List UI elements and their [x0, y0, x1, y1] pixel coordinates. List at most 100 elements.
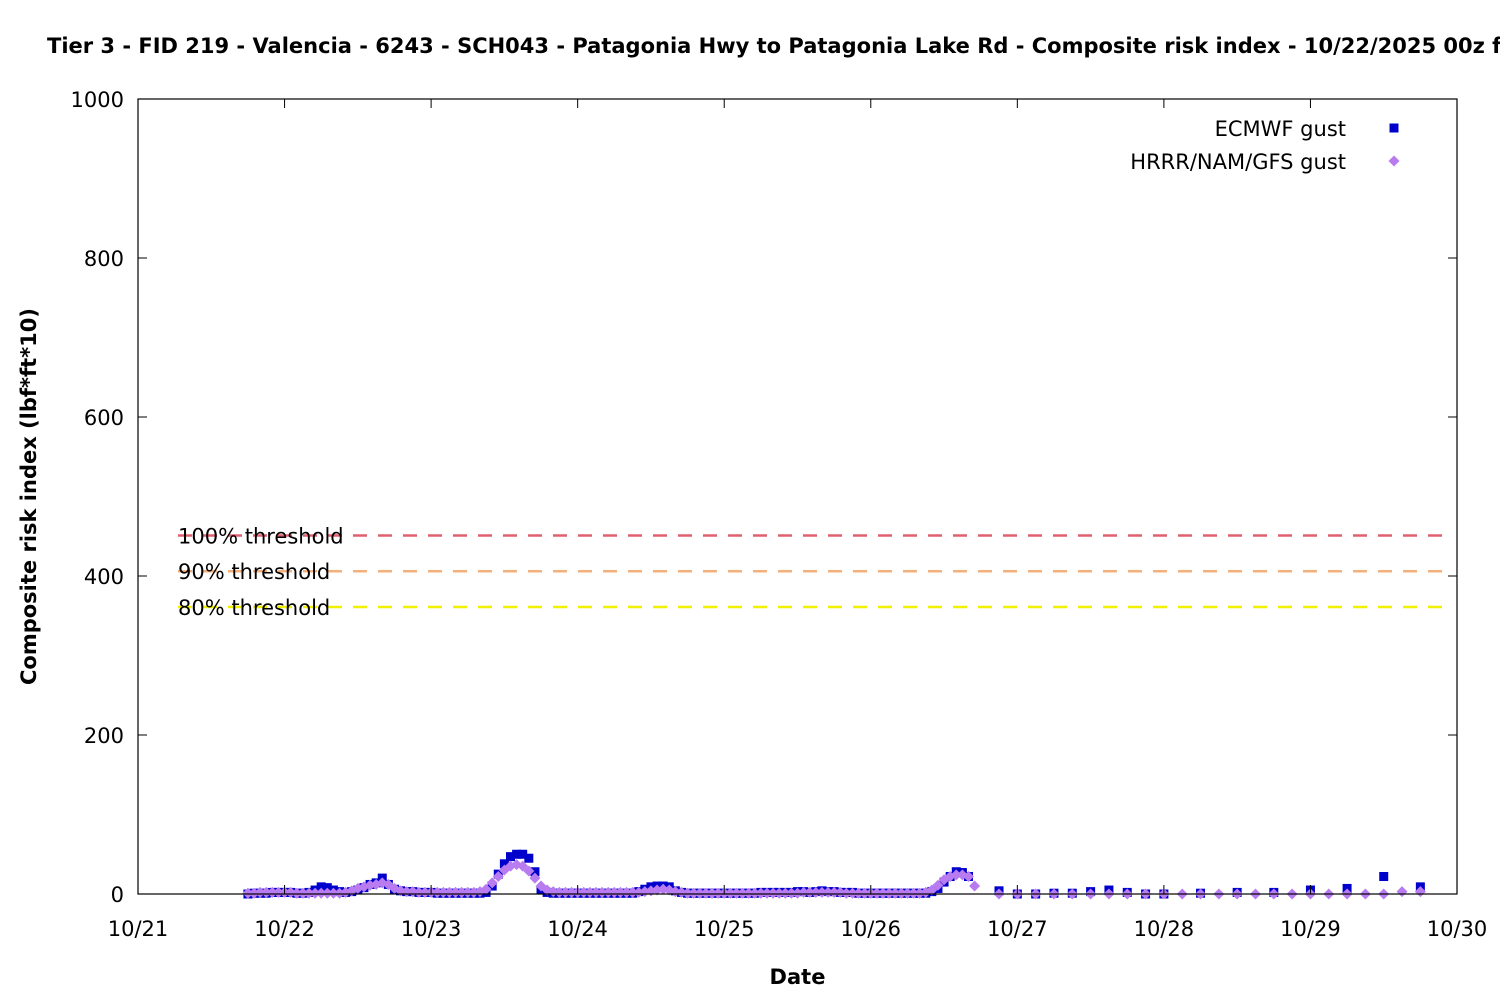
hrrr-point — [908, 887, 920, 899]
hrrr-point — [767, 887, 779, 899]
axis-ticks: 10/21 10/22 10/23 10/24 10/25 10/26 10/27 10/28… — [71, 88, 1488, 941]
hrrr-point — [883, 887, 895, 899]
ecmwf-point — [512, 849, 522, 859]
hrrr-point — [450, 886, 462, 898]
hrrr-point — [785, 887, 797, 899]
legend-marker — [1389, 123, 1399, 133]
plot-frame — [137, 98, 1458, 895]
hrrr-point — [950, 869, 962, 881]
hrrr-point — [871, 887, 883, 899]
hrrr-point — [804, 886, 816, 898]
hrrr-point — [297, 887, 309, 899]
y-axis-title: Composite risk index (lbf*ft*10) — [17, 308, 41, 685]
ecmwf-point — [524, 853, 534, 863]
x-tick-label: 10/24 — [547, 917, 608, 941]
x-tick-label: 10/28 — [1134, 917, 1195, 941]
x-tick-label: 10/21 — [108, 917, 169, 941]
hrrr-point — [327, 887, 339, 899]
hrrr-point — [303, 887, 315, 899]
hrrr-point — [895, 887, 907, 899]
hrrr-point — [578, 886, 590, 898]
hrrr-point — [321, 887, 333, 899]
threshold-label: 100% threshold — [178, 524, 344, 548]
hrrr-point — [254, 886, 266, 898]
ecmwf-point — [518, 849, 528, 859]
hrrr-point — [798, 886, 810, 898]
hrrr-point — [486, 877, 498, 889]
hrrr-point — [700, 887, 712, 899]
hrrr-point — [266, 886, 278, 898]
hrrr-point — [309, 887, 321, 899]
hrrr-point — [529, 872, 541, 884]
hrrr-point — [901, 887, 913, 899]
hrrr-point — [291, 887, 303, 899]
hrrr-point — [627, 886, 639, 898]
hrrr-point — [743, 887, 755, 899]
hrrr-point — [413, 886, 425, 898]
hrrr-point — [822, 886, 834, 898]
x-tick-label: 10/25 — [694, 917, 755, 941]
hrrr-point — [462, 886, 474, 898]
hrrr-point — [846, 887, 858, 899]
hrrr-point — [816, 886, 828, 898]
hrrr-point — [1396, 886, 1408, 898]
x-tick-label: 10/27 — [987, 917, 1048, 941]
ecmwf-point — [499, 859, 509, 869]
threshold-lines: 100% threshold 90% threshold 80% threshold — [178, 524, 1445, 620]
hrrr-point — [272, 886, 284, 898]
x-tick-label: 10/26 — [841, 917, 902, 941]
x-tick-label: 10/23 — [401, 917, 462, 941]
y-tick-label: 1000 — [71, 88, 124, 112]
hrrr-point — [443, 886, 455, 898]
hrrr-point — [242, 887, 254, 899]
hrrr-point — [730, 887, 742, 899]
hrrr-point — [456, 886, 468, 898]
y-tick-label: 800 — [84, 247, 124, 271]
hrrr-point — [566, 886, 578, 898]
data-points — [242, 849, 1426, 900]
hrrr-point — [706, 887, 718, 899]
hrrr-point — [853, 887, 865, 899]
x-axis-title: Date — [770, 965, 826, 989]
ecmwf-point — [316, 882, 326, 892]
hrrr-point — [596, 886, 608, 898]
hrrr-point — [773, 887, 785, 899]
x-tick-label: 10/29 — [1280, 917, 1341, 941]
x-tick-label: 10/30 — [1427, 917, 1488, 941]
hrrr-point — [877, 887, 889, 899]
hrrr-point — [480, 883, 492, 895]
ecmwf-point — [1342, 883, 1352, 893]
hrrr-point — [724, 887, 736, 899]
hrrr-point — [602, 886, 614, 898]
hrrr-point — [859, 887, 871, 899]
hrrr-point — [755, 887, 767, 899]
hrrr-point — [682, 887, 694, 899]
hrrr-point — [962, 871, 974, 883]
hrrr-point — [523, 865, 535, 877]
y-tick-label: 600 — [84, 406, 124, 430]
ecmwf-point — [1379, 872, 1389, 882]
hrrr-point — [553, 886, 565, 898]
y-tick-label: 200 — [84, 724, 124, 748]
hrrr-point — [584, 886, 596, 898]
hrrr-point — [810, 886, 822, 898]
hrrr-point — [248, 887, 260, 899]
threshold-label: 90% threshold — [178, 560, 330, 584]
chart-title: Tier 3 - FID 219 - Valencia - 6243 - SCH… — [47, 34, 1500, 58]
hrrr-point — [431, 886, 443, 898]
hrrr-point — [761, 887, 773, 899]
hrrr-point — [969, 880, 981, 892]
ecmwf-point — [322, 883, 332, 893]
legend-label: ECMWF gust — [1215, 117, 1346, 141]
legend: ECMWF gust HRRR/NAM/GFS gust — [1130, 117, 1400, 174]
hrrr-point — [688, 887, 700, 899]
hrrr-point — [315, 887, 327, 899]
ecmwf-point — [530, 867, 540, 877]
hrrr-point — [608, 886, 620, 898]
hrrr-point — [621, 886, 633, 898]
hrrr-point — [437, 886, 449, 898]
hrrr-point — [614, 886, 626, 898]
hrrr-point — [828, 886, 840, 898]
hrrr-point — [492, 871, 504, 883]
